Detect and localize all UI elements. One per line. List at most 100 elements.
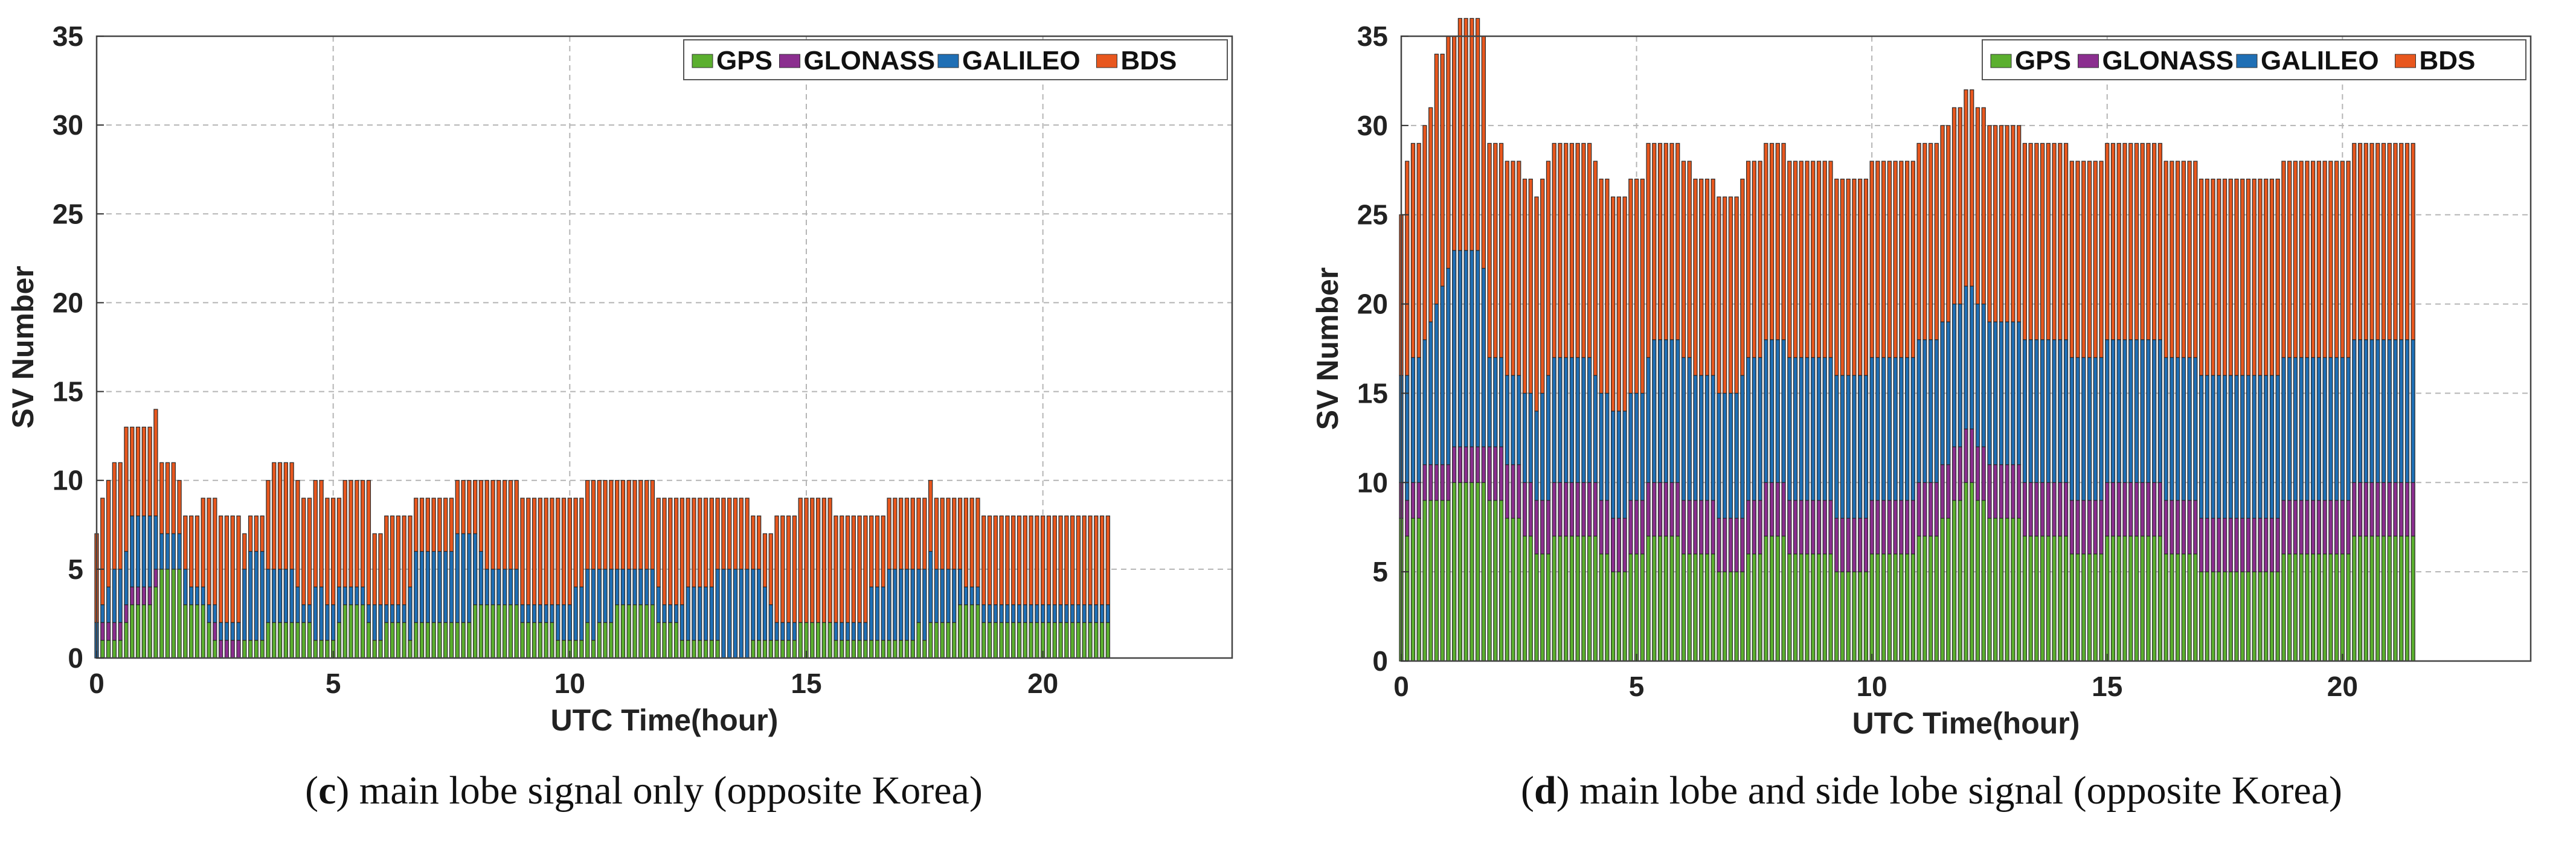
bar-glonass [1463,446,1468,483]
bar-galileo [1452,250,1457,447]
bar-glonass [1893,500,1898,555]
bar-glonass [1498,446,1504,501]
bar-gps [857,639,862,659]
bar-gps [473,604,478,659]
bar-galileo [384,604,389,623]
bar-glonass [2093,500,2098,555]
bar-gps [1834,571,1839,662]
bar-galileo [2193,357,2198,501]
bar-glonass [2211,517,2215,572]
bars [1399,18,2415,662]
bar-glonass [2034,482,2039,537]
bar-bds [496,480,501,570]
y-tick-label: 0 [68,642,83,674]
bar-gps [1758,553,1762,662]
bar-bds [1540,178,1545,394]
bar-gps [1669,535,1674,662]
bar-bds [1452,36,1457,251]
bar-gps [277,622,283,659]
bar-bds [1916,142,1921,340]
bar-bds [336,497,342,587]
bar-gps [2122,535,2127,662]
bar-bds [893,497,898,570]
bar-bds [360,480,365,587]
bar-gps [1681,553,1686,662]
bar-gps [183,604,188,659]
bar-gps [585,622,590,659]
bar-bds [218,515,223,623]
bar-galileo [2034,339,2039,483]
bar-bds [2040,142,2045,340]
bar-gps [762,639,768,659]
bar-galileo [147,515,152,587]
bar-gps [556,639,560,659]
y-tick-label: 25 [53,198,83,229]
bar-gps [2393,535,2398,662]
bar-gps [1693,553,1698,662]
bar-galileo [1769,339,1775,483]
bar-glonass [1858,517,1863,572]
bar-bds [975,497,980,587]
bar-galileo [1487,357,1492,447]
bar-bds [526,497,531,606]
bar-galileo [106,586,111,623]
bar-galileo [2311,357,2316,501]
bar-gps [2375,535,2380,662]
bar-gps [662,622,667,659]
bar-gps [1575,535,1580,662]
bar-galileo [1752,357,1756,501]
bar-glonass [1775,482,1780,537]
bar-galileo [845,622,850,641]
bar-galileo [662,604,667,623]
bar-bds [963,497,969,587]
bar-gps [2299,553,2304,662]
bar-gps [396,622,401,659]
bar-bds [1887,161,1892,358]
bar-galileo [478,551,484,606]
bar-bds [1434,53,1439,305]
bar-bds [1834,178,1839,376]
bar-gps [2146,535,2151,662]
bar-galileo [1951,303,1957,447]
bar-gps [1605,553,1610,662]
bar-glonass [2152,482,2157,537]
bar-bds [2369,142,2374,340]
bar-bds [2340,161,2345,358]
bar-bds [2093,161,2098,358]
bar-gps [1710,553,1715,662]
bar-galileo [715,569,720,641]
bar-galileo [1910,357,1915,501]
bar-bds [952,497,957,570]
bar-bds [1035,515,1039,606]
bar-bds [1599,178,1604,394]
bar-bds [673,497,679,606]
x-tick-label: 10 [1857,671,1887,702]
bar-glonass [1687,500,1692,555]
bar-gps [1958,500,1962,662]
bar-galileo [946,569,951,623]
bar-galileo [360,586,365,606]
bar-galileo [1675,339,1680,483]
bar-gps [2170,553,2174,662]
legend: GPS GLONASS GALILEO BDS [683,39,1228,80]
bar-glonass [2334,500,2339,555]
bar-galileo [242,569,247,641]
bar-galileo [987,604,992,623]
bar-gps [2157,535,2163,662]
bar-bds [881,515,885,587]
bar-galileo [2022,339,2028,483]
bar-galileo [171,533,176,570]
bar-bds [1564,142,1569,358]
bar-gps [686,639,690,659]
bar-bds [248,515,253,552]
bar-gps [1440,500,1445,662]
bar-gps [1869,553,1874,662]
bar-glonass [224,639,230,659]
bar-glonass [2357,482,2363,537]
bar-bds [2258,178,2263,376]
bar-galileo [1416,357,1421,483]
bar-gps [2275,571,2280,662]
bar-bds [2193,161,2198,358]
bar-galileo [686,586,690,641]
bar-galileo [224,622,230,641]
